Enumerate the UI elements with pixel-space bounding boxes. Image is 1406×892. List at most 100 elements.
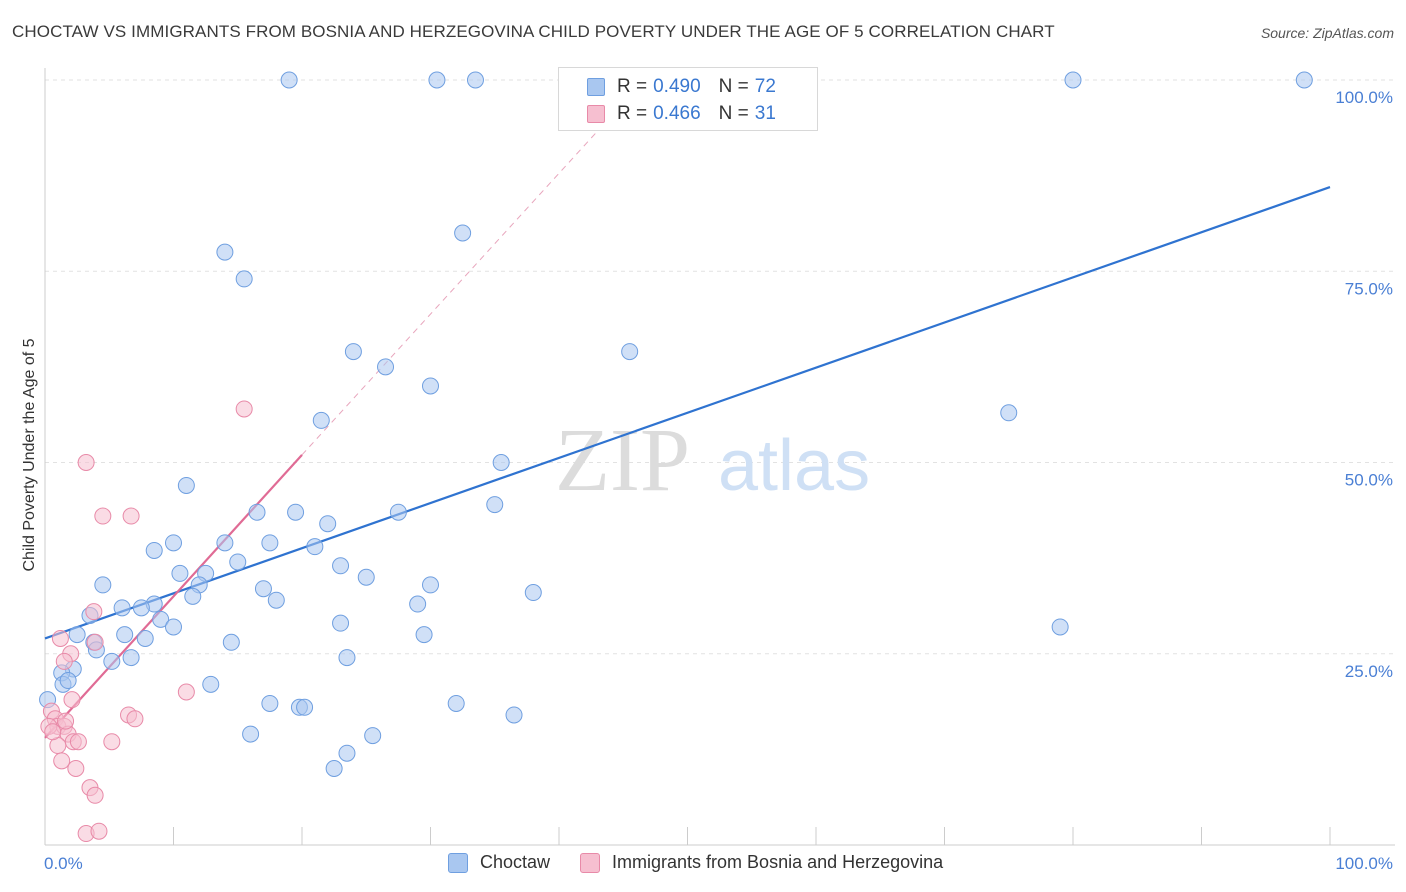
choctaw-point bbox=[68, 626, 86, 644]
choctaw-point bbox=[202, 675, 220, 693]
legend-r-value: 0.490 bbox=[653, 76, 701, 97]
bosnia-point bbox=[86, 633, 104, 651]
choctaw-point bbox=[145, 541, 163, 559]
choctaw-point bbox=[447, 694, 465, 712]
bosnia-point bbox=[126, 710, 144, 728]
choctaw-point bbox=[422, 576, 439, 594]
choctaw-point bbox=[229, 553, 247, 571]
choctaw-point bbox=[177, 476, 195, 494]
legend-item-choctaw[interactable]: Choctaw bbox=[448, 852, 550, 873]
bosnia-point bbox=[177, 683, 195, 701]
choctaw-point bbox=[344, 343, 362, 361]
legend-item-bosnia[interactable]: Immigrants from Bosnia and Herzegovina bbox=[580, 852, 943, 873]
bosnia-point bbox=[69, 733, 87, 751]
choctaw-point bbox=[116, 626, 134, 644]
y-tick-label: 100.0% bbox=[1335, 88, 1393, 107]
bosnia-point bbox=[63, 691, 81, 709]
choctaw-point bbox=[216, 243, 234, 261]
bosnia-point bbox=[51, 629, 69, 647]
choctaw-point bbox=[505, 706, 523, 724]
choctaw-point bbox=[364, 727, 382, 745]
choctaw-point bbox=[422, 377, 439, 395]
watermark-zip: ZIP bbox=[555, 411, 690, 510]
choctaw-point bbox=[1295, 71, 1313, 89]
choctaw-point bbox=[325, 760, 343, 777]
choctaw-point bbox=[492, 454, 510, 471]
trend-lines bbox=[44, 102, 1331, 739]
choctaw-point bbox=[415, 626, 433, 644]
legend-swatch-choctaw bbox=[587, 78, 605, 96]
choctaw-point bbox=[287, 503, 305, 521]
choctaw-point bbox=[261, 694, 279, 712]
legend-r-label: R = bbox=[617, 76, 648, 97]
choctaw-point bbox=[296, 698, 314, 716]
choctaw-point bbox=[280, 71, 298, 89]
choctaw-point bbox=[267, 591, 285, 609]
legend-n-value: 31 bbox=[754, 103, 776, 124]
choctaw-point bbox=[1051, 618, 1069, 636]
choctaw-point bbox=[171, 564, 189, 582]
choctaw-point bbox=[621, 343, 639, 361]
y-axis-label: Child Poverty Under the Age of 5 bbox=[21, 338, 38, 571]
bosnia-point bbox=[103, 733, 121, 751]
choctaw-point bbox=[389, 503, 407, 521]
stats-legend: R = 0.490 N = 72 R = 0.466 N = 31 bbox=[558, 67, 818, 131]
choctaw-point bbox=[165, 534, 182, 552]
choctaw-point bbox=[312, 411, 330, 429]
legend-swatch-choctaw bbox=[448, 852, 468, 873]
legend-label-bosnia: Immigrants from Bosnia and Herzegovina bbox=[612, 852, 944, 872]
legend-swatch-bosnia bbox=[587, 105, 605, 123]
choctaw-point bbox=[261, 534, 279, 552]
legend-r-label: R = bbox=[617, 103, 648, 124]
choctaw-point bbox=[248, 503, 266, 521]
choctaw-point bbox=[332, 614, 350, 632]
series-legend: Choctaw Immigrants from Bosnia and Herze… bbox=[448, 852, 973, 873]
data-points bbox=[39, 71, 1313, 843]
choctaw-point bbox=[466, 71, 484, 89]
choctaw-point bbox=[59, 672, 77, 690]
legend-row-choctaw: R = 0.490 N = 72 bbox=[587, 75, 782, 99]
chart-title: CHOCTAW VS IMMIGRANTS FROM BOSNIA AND HE… bbox=[12, 22, 1055, 41]
source-label: Source: ZipAtlas.com bbox=[1260, 25, 1394, 41]
legend-swatch-bosnia bbox=[580, 852, 601, 873]
tick-labels: 25.0% 50.0% 75.0% 100.0% 0.0% 100.0% bbox=[44, 88, 1393, 873]
legend-n-label: N = bbox=[718, 103, 749, 124]
bosnia-trend-line bbox=[44, 454, 303, 739]
bosnia-point bbox=[67, 760, 85, 777]
y-tick-label: 75.0% bbox=[1345, 279, 1393, 298]
choctaw-point bbox=[132, 599, 150, 617]
legend-label-choctaw: Choctaw bbox=[480, 852, 551, 872]
x-tick-label: 0.0% bbox=[44, 854, 83, 873]
bosnia-point bbox=[90, 822, 108, 840]
bosnia-point bbox=[86, 786, 104, 804]
choctaw-point bbox=[357, 568, 375, 586]
legend-n-value: 72 bbox=[754, 76, 776, 97]
choctaw-point bbox=[306, 538, 324, 556]
bosnia-point bbox=[77, 454, 95, 471]
legend-row-bosnia: R = 0.466 N = 31 bbox=[587, 102, 782, 126]
choctaw-point bbox=[486, 496, 504, 514]
choctaw-point bbox=[409, 595, 427, 613]
choctaw-point bbox=[428, 71, 446, 89]
bosnia-trend-extension bbox=[301, 102, 624, 456]
choctaw-point bbox=[1064, 71, 1082, 89]
choctaw-point bbox=[222, 633, 240, 651]
choctaw-point bbox=[319, 515, 337, 533]
choctaw-point bbox=[216, 534, 234, 552]
choctaw-point bbox=[94, 576, 112, 594]
choctaw-point bbox=[235, 270, 253, 288]
bosnia-point bbox=[44, 723, 62, 741]
choctaw-point bbox=[254, 580, 272, 598]
x-tick-label: 100.0% bbox=[1335, 854, 1393, 873]
bosnia-point bbox=[55, 652, 73, 670]
y-tick-label: 25.0% bbox=[1345, 662, 1393, 681]
bosnia-point bbox=[235, 400, 253, 418]
choctaw-point bbox=[152, 610, 170, 628]
choctaw-point bbox=[524, 584, 542, 602]
choctaw-point bbox=[454, 224, 472, 242]
watermark-atlas: atlas bbox=[718, 426, 870, 506]
bosnia-point bbox=[94, 507, 112, 525]
choctaw-point bbox=[332, 557, 350, 575]
legend-r-value: 0.466 bbox=[653, 103, 701, 124]
